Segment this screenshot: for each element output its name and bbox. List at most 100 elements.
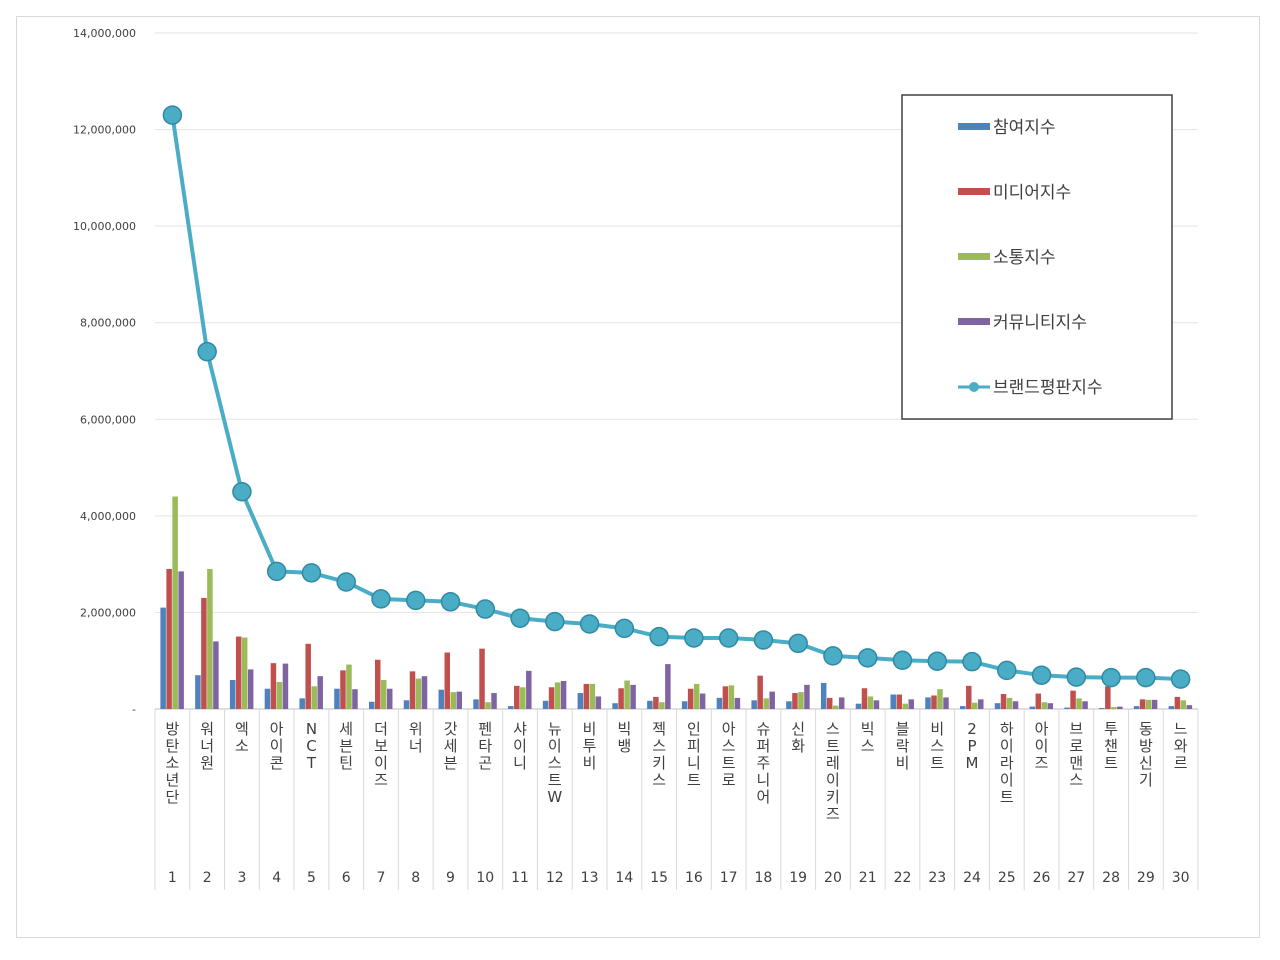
bar-참여지수 — [403, 700, 410, 709]
bar-커뮤니티지수 — [560, 680, 567, 709]
line-point — [1101, 667, 1121, 688]
bar-참여지수 — [195, 675, 201, 709]
bar-소통지수 — [1006, 697, 1013, 709]
rank-label: 22 — [894, 870, 912, 886]
bar-참여지수 — [1099, 708, 1105, 709]
bar-미디어지수 — [826, 697, 833, 709]
bar-소통지수 — [241, 637, 248, 709]
bar-미디어지수 — [1035, 693, 1042, 709]
line-point — [823, 646, 843, 666]
legend-label: 커뮤니티지수 — [993, 313, 1087, 333]
bar-커뮤니티지수 — [769, 691, 775, 709]
rank-label: 29 — [1137, 870, 1155, 886]
bar-소통지수 — [589, 683, 596, 709]
bar-커뮤니티지수 — [734, 697, 741, 709]
y-tick-label: 2,000,000 — [80, 606, 136, 619]
bar-소통지수 — [798, 692, 804, 709]
line-point — [232, 481, 252, 502]
legend-swatch — [958, 123, 990, 130]
bar-소통지수 — [902, 703, 908, 709]
y-tick-label: - — [132, 703, 136, 716]
y-tick-label: 6,000,000 — [80, 413, 136, 426]
bar-소통지수 — [937, 689, 943, 709]
bar-미디어지수 — [444, 652, 451, 709]
bar-미디어지수 — [896, 694, 902, 709]
x-axis: 방 탄 소 년 단 워 너 원 엑 소 아 이 콘 N C T 세 븐 틴 더 보 이 즈 위 너 갓 세 븐 펜 타 곤 샤 이 니 뉴 이 스 트 W 비… — [154, 709, 1199, 890]
bar-미디어지수 — [479, 648, 485, 709]
line-point — [266, 561, 287, 582]
bar-참여지수 — [786, 701, 792, 709]
rank-label: 2 — [203, 870, 212, 886]
bar-소통지수 — [1076, 698, 1082, 709]
rank-label: 14 — [615, 870, 633, 886]
bar-미디어지수 — [931, 695, 937, 709]
rank-label: 11 — [511, 870, 529, 886]
y-tick-label: 10,000,000 — [73, 220, 136, 233]
bar-미디어지수 — [722, 686, 729, 709]
bar-참여지수 — [890, 694, 896, 709]
bar-소통지수 — [763, 698, 769, 709]
rank-label: 8 — [411, 870, 420, 886]
bar-미디어지수 — [1070, 690, 1076, 709]
rank-label: 30 — [1172, 870, 1190, 886]
bar-참여지수 — [612, 703, 618, 709]
brand-line-series — [162, 105, 1191, 689]
rank-label: 1 — [168, 870, 177, 886]
bar-미디어지수 — [792, 693, 798, 709]
line-point — [788, 633, 808, 654]
line-point — [475, 599, 496, 619]
legend-box — [901, 94, 1173, 420]
bar-미디어지수 — [687, 688, 694, 709]
rank-label: 24 — [963, 870, 981, 886]
line-point — [336, 572, 356, 592]
line-point — [1066, 667, 1087, 687]
line-point — [406, 590, 426, 611]
bar-소통지수 — [207, 568, 213, 709]
bar-소통지수 — [624, 680, 630, 709]
rank-label: 10 — [476, 870, 494, 886]
bar-커뮤니티지수 — [1082, 701, 1088, 709]
bar-소통지수 — [172, 496, 178, 709]
bar-소통지수 — [1180, 700, 1187, 709]
bar-커뮤니티지수 — [526, 670, 532, 709]
rank-label: 9 — [446, 870, 455, 886]
bar-소통지수 — [693, 683, 700, 709]
bar-소통지수 — [832, 705, 839, 709]
line-point — [301, 563, 322, 583]
bar-소통지수 — [380, 680, 387, 709]
rank-label: 17 — [720, 870, 738, 886]
rank-label: 26 — [1033, 870, 1051, 886]
bar-커뮤니티지수 — [699, 693, 706, 709]
legend-swatch — [958, 318, 990, 325]
bar-참여지수 — [1168, 706, 1175, 709]
bar-소통지수 — [415, 678, 422, 709]
line-point — [162, 105, 183, 125]
bar-미디어지수 — [409, 671, 416, 709]
bar-참여지수 — [473, 699, 479, 709]
bar-미디어지수 — [201, 597, 207, 709]
bar-참여지수 — [577, 693, 584, 709]
bar-커뮤니티지수 — [630, 684, 636, 709]
bar-참여지수 — [751, 700, 757, 709]
bar-참여지수 — [264, 688, 271, 709]
bar-소통지수 — [520, 687, 526, 709]
rank-label: 5 — [307, 870, 316, 886]
line-point — [857, 648, 878, 668]
line-point — [927, 651, 947, 671]
rank-label: 3 — [237, 870, 246, 886]
bar-미디어지수 — [966, 685, 972, 709]
line-point — [892, 650, 913, 670]
bar-참여지수 — [647, 700, 653, 709]
line-point — [753, 630, 774, 650]
